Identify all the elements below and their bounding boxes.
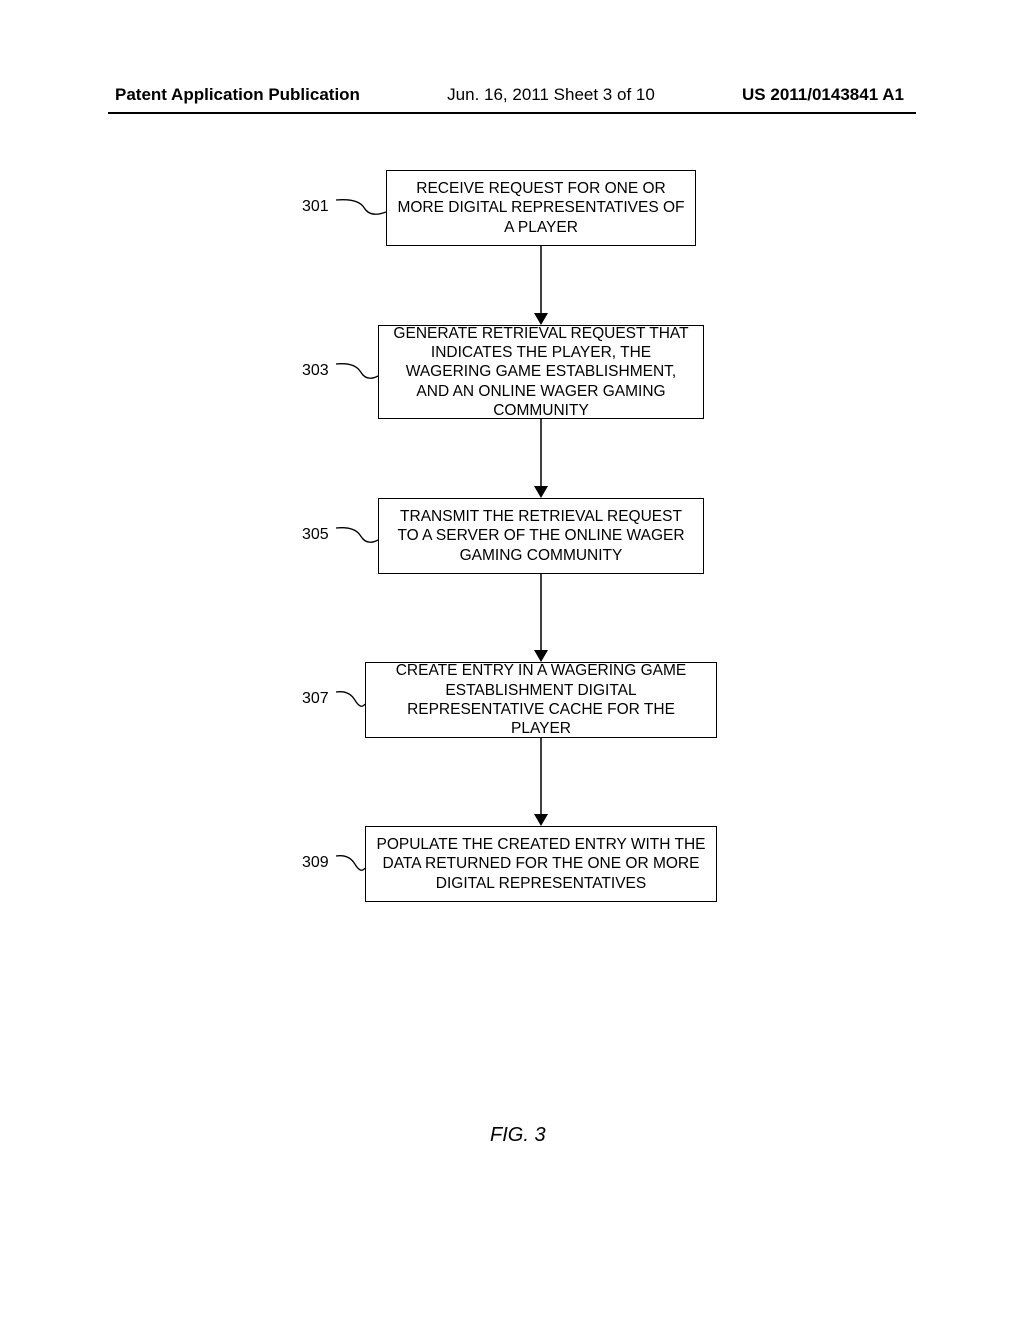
flow-node-305: TRANSMIT THE RETRIEVAL REQUEST TO A SERV… <box>378 498 704 574</box>
leader-line <box>334 524 380 548</box>
leader-line <box>334 196 388 220</box>
flow-node-303: GENERATE RETRIEVAL REQUEST THAT INDICATE… <box>378 325 704 419</box>
flow-arrow <box>527 246 555 325</box>
flow-node-307: CREATE ENTRY IN A WAGERING GAME ESTABLIS… <box>365 662 717 738</box>
flow-arrow <box>527 574 555 662</box>
flowchart-canvas: RECEIVE REQUEST FOR ONE OR MORE DIGITAL … <box>0 0 1024 1320</box>
figure-label: FIG. 3 <box>490 1124 546 1147</box>
flow-ref-305: 305 <box>302 526 329 544</box>
flow-ref-309: 309 <box>302 854 329 872</box>
flow-ref-301: 301 <box>302 198 329 216</box>
leader-line <box>334 360 380 384</box>
flow-arrow <box>527 419 555 498</box>
leader-line <box>334 852 367 876</box>
flow-ref-303: 303 <box>302 362 329 380</box>
leader-line <box>334 688 367 712</box>
flow-node-301: RECEIVE REQUEST FOR ONE OR MORE DIGITAL … <box>386 170 696 246</box>
flow-arrow <box>527 738 555 826</box>
flow-node-309: POPULATE THE CREATED ENTRY WITH THE DATA… <box>365 826 717 902</box>
flow-ref-307: 307 <box>302 690 329 708</box>
